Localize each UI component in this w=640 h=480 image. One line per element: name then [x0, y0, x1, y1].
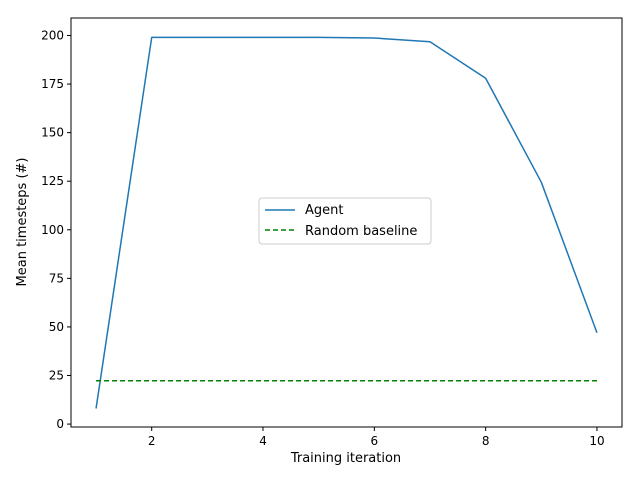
y-tick-label: 100	[41, 223, 64, 237]
y-tick-label: 175	[41, 77, 64, 91]
legend-label-agent: Agent	[305, 203, 343, 218]
legend-label-random-baseline: Random baseline	[305, 224, 417, 239]
axes-frame	[70, 17, 623, 428]
legend-box	[258, 197, 432, 245]
x-axis-label: Training iteration	[290, 451, 401, 466]
y-axis: 0 25 50 75 100 125 150 175 200	[41, 28, 71, 431]
legend: Agent Random baseline	[258, 197, 432, 245]
x-tick-label: 10	[589, 434, 604, 448]
plot-area	[95, 36, 598, 409]
y-tick-label: 75	[49, 271, 64, 285]
y-tick-label: 50	[49, 320, 64, 334]
series-line-agent	[95, 36, 598, 409]
x-tick-label: 2	[148, 434, 156, 448]
x-axis: 2 4 6 8 10	[148, 427, 605, 448]
x-tick-label: 6	[371, 434, 379, 448]
y-tick-label: 150	[41, 126, 64, 140]
y-tick-label: 0	[56, 417, 64, 431]
y-tick-label: 200	[41, 28, 64, 42]
y-tick-label: 125	[41, 174, 64, 188]
y-tick-label: 25	[49, 369, 64, 383]
x-tick-label: 8	[482, 434, 490, 448]
y-axis-label: Mean timesteps (#)	[15, 158, 30, 287]
x-tick-label: 4	[259, 434, 267, 448]
